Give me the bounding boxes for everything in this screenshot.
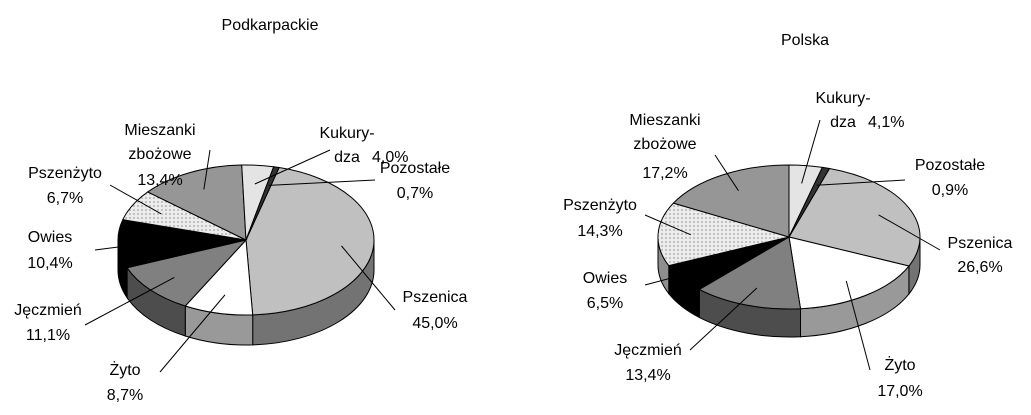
- value-label: 10,4%: [27, 255, 72, 272]
- leader-line: [714, 154, 739, 191]
- value-label: 4,0%: [372, 149, 408, 166]
- value-label: 6,5%: [587, 295, 623, 312]
- value-label: 11,1%: [26, 327, 70, 344]
- slice-label: Owies: [28, 229, 72, 246]
- slice-label: Kukury-dza: [815, 90, 870, 131]
- slice: [117, 219, 247, 269]
- value-label: 17,2%: [642, 165, 687, 182]
- slice-label: Mieszanki zbożowe: [629, 112, 700, 153]
- chart-title: Podkarpackie: [222, 17, 319, 34]
- leader-line: [94, 242, 151, 251]
- leader-line: [268, 179, 376, 186]
- slice-label: Pszenica: [403, 289, 468, 306]
- leader-line: [159, 294, 226, 373]
- slice-pattern: [658, 203, 789, 266]
- leader-line: [341, 245, 396, 311]
- slice-label: Żyto: [109, 360, 140, 379]
- leader-line: [84, 276, 175, 326]
- slice-label: Pozostałe: [915, 157, 985, 174]
- value-label: 13,4%: [137, 172, 182, 189]
- value-label: 4,1%: [868, 114, 904, 131]
- value-label: 26,6%: [957, 259, 1002, 276]
- slice: [788, 236, 910, 310]
- slice-label: Kukury-dza: [319, 125, 374, 166]
- slice-label: Pszenżyto: [563, 197, 637, 214]
- chart-title: Polska: [781, 32, 829, 49]
- value-label: 0,7%: [397, 185, 433, 202]
- leader-line: [644, 267, 709, 286]
- leader-line: [878, 214, 941, 251]
- slice-label: Jęczmień: [14, 302, 82, 319]
- slice-label: Pszenica: [948, 235, 1013, 252]
- value-label: 14,3%: [577, 223, 622, 240]
- leader-line: [203, 149, 211, 190]
- slice: [672, 164, 790, 238]
- leader-line: [816, 179, 906, 186]
- slice-label: Owies: [583, 270, 627, 287]
- value-label: 13,4%: [625, 367, 670, 384]
- slice: [146, 164, 247, 241]
- leader-line: [109, 184, 162, 215]
- leader-line: [644, 214, 692, 236]
- slice: [698, 236, 802, 310]
- pie: [657, 164, 921, 338]
- slice-label: Żyto: [884, 355, 915, 374]
- leader-line: [801, 119, 821, 184]
- slice: [788, 167, 921, 267]
- slice: [245, 167, 375, 316]
- slice-label: Pozostałe: [380, 160, 450, 177]
- value-label: 6,7%: [47, 190, 83, 207]
- slice-label: Jęczmień: [614, 342, 682, 359]
- slice-pattern: [122, 191, 246, 240]
- value-label: 8,7%: [107, 387, 143, 404]
- leader-line: [254, 149, 331, 185]
- pie: [117, 164, 375, 346]
- value-label: 45,0%: [412, 315, 457, 332]
- leader-line: [845, 280, 871, 371]
- slice-label: Pszenżyto: [28, 165, 102, 182]
- slice-label: Mieszanki zbożowe: [124, 122, 195, 163]
- value-label: 0,9%: [932, 182, 968, 199]
- value-label: 17,0%: [877, 383, 922, 400]
- leader-line: [689, 287, 758, 351]
